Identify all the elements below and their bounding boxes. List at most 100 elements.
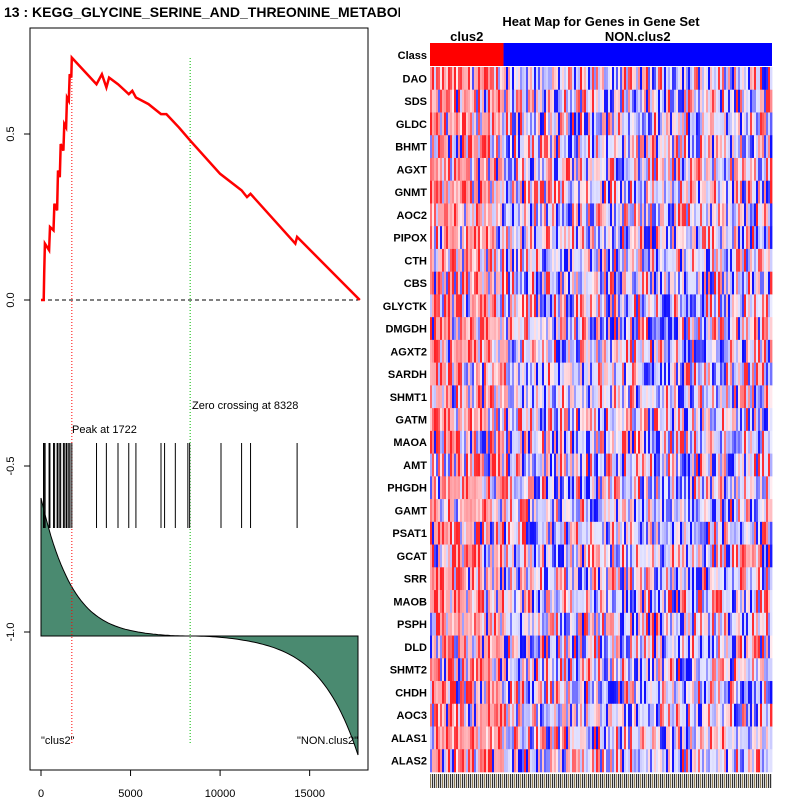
heatmap-cell — [542, 544, 545, 568]
heatmap-cell — [550, 203, 553, 227]
heatmap-cell — [566, 635, 569, 659]
heatmap-cell — [704, 112, 707, 136]
heatmap-cell — [728, 521, 731, 545]
heatmap-cell — [626, 271, 629, 295]
heatmap-cell — [514, 703, 517, 727]
heatmap-cell — [634, 248, 637, 272]
heatmap-cell — [658, 67, 661, 91]
heatmap-cell — [762, 499, 765, 523]
heatmap-cell — [724, 544, 727, 568]
heatmap-cell — [722, 635, 725, 659]
heatmap-cell — [676, 635, 679, 659]
heatmap-cell — [698, 658, 701, 682]
heatmap-cell — [770, 658, 773, 682]
heatmap-cell — [496, 544, 499, 568]
heatmap-cell — [532, 703, 535, 727]
heatmap-cell — [516, 408, 519, 432]
heatmap-cell — [580, 385, 583, 409]
heatmap-cell — [714, 499, 717, 523]
heatmap-cell — [596, 89, 599, 113]
heatmap-cell — [492, 157, 495, 182]
heatmap-cell — [450, 453, 453, 477]
heatmap-cell — [748, 567, 751, 591]
heatmap-cell — [682, 658, 685, 682]
heatmap-cell — [536, 499, 539, 523]
heatmap-cell — [750, 67, 753, 91]
heatmap-cell — [514, 180, 517, 204]
heatmap-cell — [566, 89, 569, 113]
heatmap-cell — [700, 658, 703, 682]
heatmap-cell — [662, 339, 665, 363]
heatmap-cell — [450, 430, 453, 454]
heatmap-cell — [558, 135, 561, 159]
heatmap-cell — [634, 339, 637, 363]
heatmap-cell — [646, 635, 649, 659]
heatmap-cell — [660, 226, 663, 250]
heatmap-cell — [450, 544, 453, 568]
heatmap-cell — [702, 681, 705, 705]
heatmap-cell — [734, 430, 737, 454]
heatmap-cell — [608, 681, 611, 705]
heatmap-cell — [518, 362, 521, 386]
heatmap-cell — [732, 612, 735, 636]
heatmap-cell — [718, 112, 721, 136]
heatmap-cell — [606, 203, 609, 227]
heatmap-cell — [612, 89, 615, 113]
heatmap-cell — [708, 430, 711, 454]
heatmap-cell — [522, 430, 525, 454]
heatmap-cell — [530, 226, 533, 250]
heatmap-cell — [446, 67, 449, 91]
heatmap-cell — [712, 203, 715, 227]
heatmap-cell — [726, 453, 729, 477]
heatmap-cell — [668, 476, 671, 500]
heatmap-cell — [622, 135, 625, 159]
heatmap-cell — [458, 135, 461, 159]
heatmap-cell — [494, 317, 497, 341]
heatmap-cell — [600, 271, 603, 295]
heatmap-cell — [518, 521, 521, 545]
heatmap-cell — [694, 567, 697, 591]
heatmap-cell — [436, 590, 439, 614]
heatmap-cell — [714, 180, 717, 204]
heatmap-cell — [564, 544, 567, 568]
heatmap-cell — [674, 339, 677, 363]
heatmap-cell — [666, 590, 669, 614]
heatmap-cell — [518, 180, 521, 204]
heatmap-cell — [592, 544, 595, 568]
heatmap-cell — [614, 385, 617, 409]
heatmap-cell — [746, 362, 749, 386]
heatmap-cell — [540, 430, 543, 454]
heatmap-cell — [724, 635, 727, 659]
heatmap-cell — [764, 499, 767, 523]
heatmap-cell — [522, 339, 525, 363]
heatmap-cell — [626, 226, 629, 250]
heatmap-cell — [662, 453, 665, 477]
heatmap-cell — [740, 271, 743, 295]
heatmap-cell — [736, 590, 739, 614]
heatmap-cell — [722, 203, 725, 227]
heatmap-cell — [724, 385, 727, 409]
heatmap-cell — [472, 226, 475, 250]
heatmap-cell — [614, 112, 617, 136]
heatmap-cell — [686, 294, 689, 318]
heatmap-cell — [598, 248, 601, 272]
heatmap-cell — [732, 203, 735, 227]
heatmap-cell — [482, 157, 485, 182]
heatmap-cell — [626, 635, 629, 659]
heatmap-cell — [688, 521, 691, 545]
heatmap-cell — [528, 67, 531, 91]
heatmap-cell — [502, 430, 505, 454]
heatmap-cell — [540, 203, 543, 227]
heatmap-cell — [548, 294, 551, 318]
heatmap-cell — [684, 362, 687, 386]
heatmap-cell — [640, 590, 643, 614]
heatmap-cell — [558, 385, 561, 409]
heatmap-cell — [754, 294, 757, 318]
heatmap-title: Heat Map for Genes in Gene Set — [502, 14, 700, 29]
heatmap-cell — [742, 203, 745, 227]
heatmap-cell — [430, 89, 433, 113]
heatmap-cell — [558, 339, 561, 363]
heatmap-cell — [686, 112, 689, 136]
heatmap-cell — [636, 226, 639, 250]
heatmap-cell — [690, 248, 693, 272]
